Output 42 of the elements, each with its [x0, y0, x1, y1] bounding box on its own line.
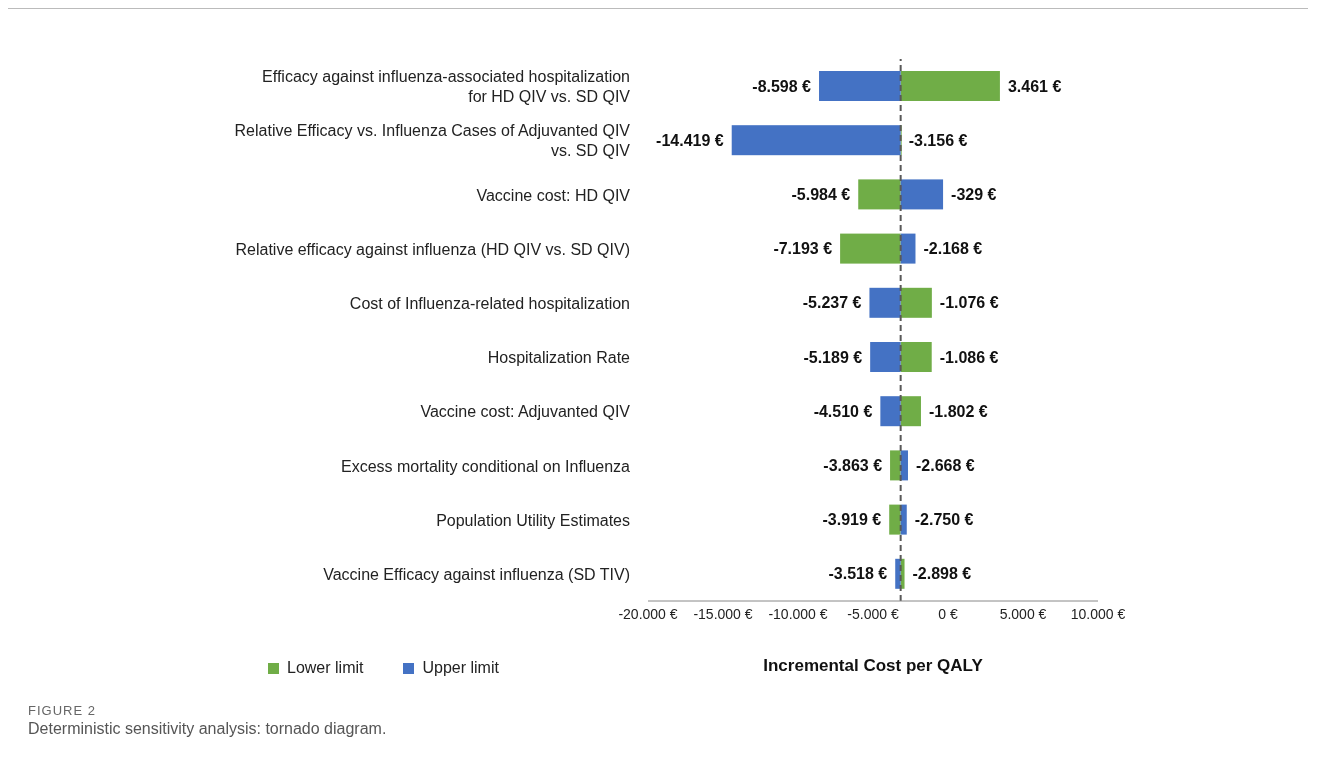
y-tick-label: Vaccine Efficacy against influenza (SD TIV): [323, 565, 630, 583]
x-tick-label: -20.000 €: [618, 605, 678, 622]
data-label: -5.984 €: [791, 185, 851, 203]
data-label: -8.598 €: [752, 77, 812, 95]
text: Deterministic sensitivity analysis: tornado diagram.: [28, 720, 388, 738]
data-label: -3.919 €: [822, 511, 882, 529]
data-label: -2.750 €: [914, 511, 974, 529]
data-label: -1.086 €: [939, 348, 999, 366]
data-label: -7.193 €: [773, 240, 833, 258]
x-tick-label: 0 €: [938, 605, 958, 622]
legend-label: Upper limit: [421, 659, 499, 677]
y-tick-label: Relative Efficacy vs. Influenza Cases of Adjuvanted QIV vs. SD QIV: [234, 121, 631, 159]
data-label: -4.510 €: [813, 402, 873, 420]
data-label: -3.156 €: [908, 131, 968, 149]
y-tick-label: Efficacy against influenza-associated hospitalization for HD QIV vs. SD QIV: [262, 67, 631, 105]
y-tick-label: Vaccine cost: HD QIV: [476, 186, 631, 203]
x-tick-label: -5.000 €: [847, 605, 899, 622]
caption: FIGURE 2: [28, 703, 97, 718]
x-axis-title: Incremental Cost per QALY: [763, 656, 984, 675]
x-tick-label: 5.000 €: [999, 605, 1047, 622]
data-label: -14.419 €: [656, 131, 724, 149]
y-tick-label: Relative efficacy against influenza (HD QIV vs. SD QIV): [235, 240, 630, 258]
data-label: -1.076 €: [939, 294, 999, 312]
data-label: -329 €: [951, 185, 997, 203]
x-tick-label: -10.000 €: [768, 605, 828, 622]
data-label: -3.518 €: [828, 565, 888, 583]
data-label: -5.237 €: [802, 294, 862, 312]
legend-label: Lower limit: [286, 659, 364, 677]
y-tick-label: Cost of Influenza-related hospitalization: [349, 294, 630, 312]
y-tick-label: Hospitalization Rate: [487, 348, 631, 366]
data-label: -2.168 €: [923, 240, 983, 258]
data-label: -3.863 €: [823, 456, 883, 474]
data-label: -2.668 €: [915, 456, 975, 474]
y-tick-label: Excess mortality conditional on Influenza: [340, 457, 631, 474]
data-label: -5.189 €: [803, 348, 863, 366]
x-tick-label: 10.000 €: [1070, 605, 1126, 622]
data-label: -2.898 €: [912, 565, 972, 583]
y-tick-label: Vaccine cost: Adjuvanted QIV: [420, 402, 631, 420]
data-label: 3.461 €: [1007, 77, 1062, 95]
data-label: -1.802 €: [928, 402, 988, 420]
x-tick-label: -15.000 €: [693, 605, 753, 622]
y-tick-label: Population Utility Estimates: [436, 511, 630, 529]
